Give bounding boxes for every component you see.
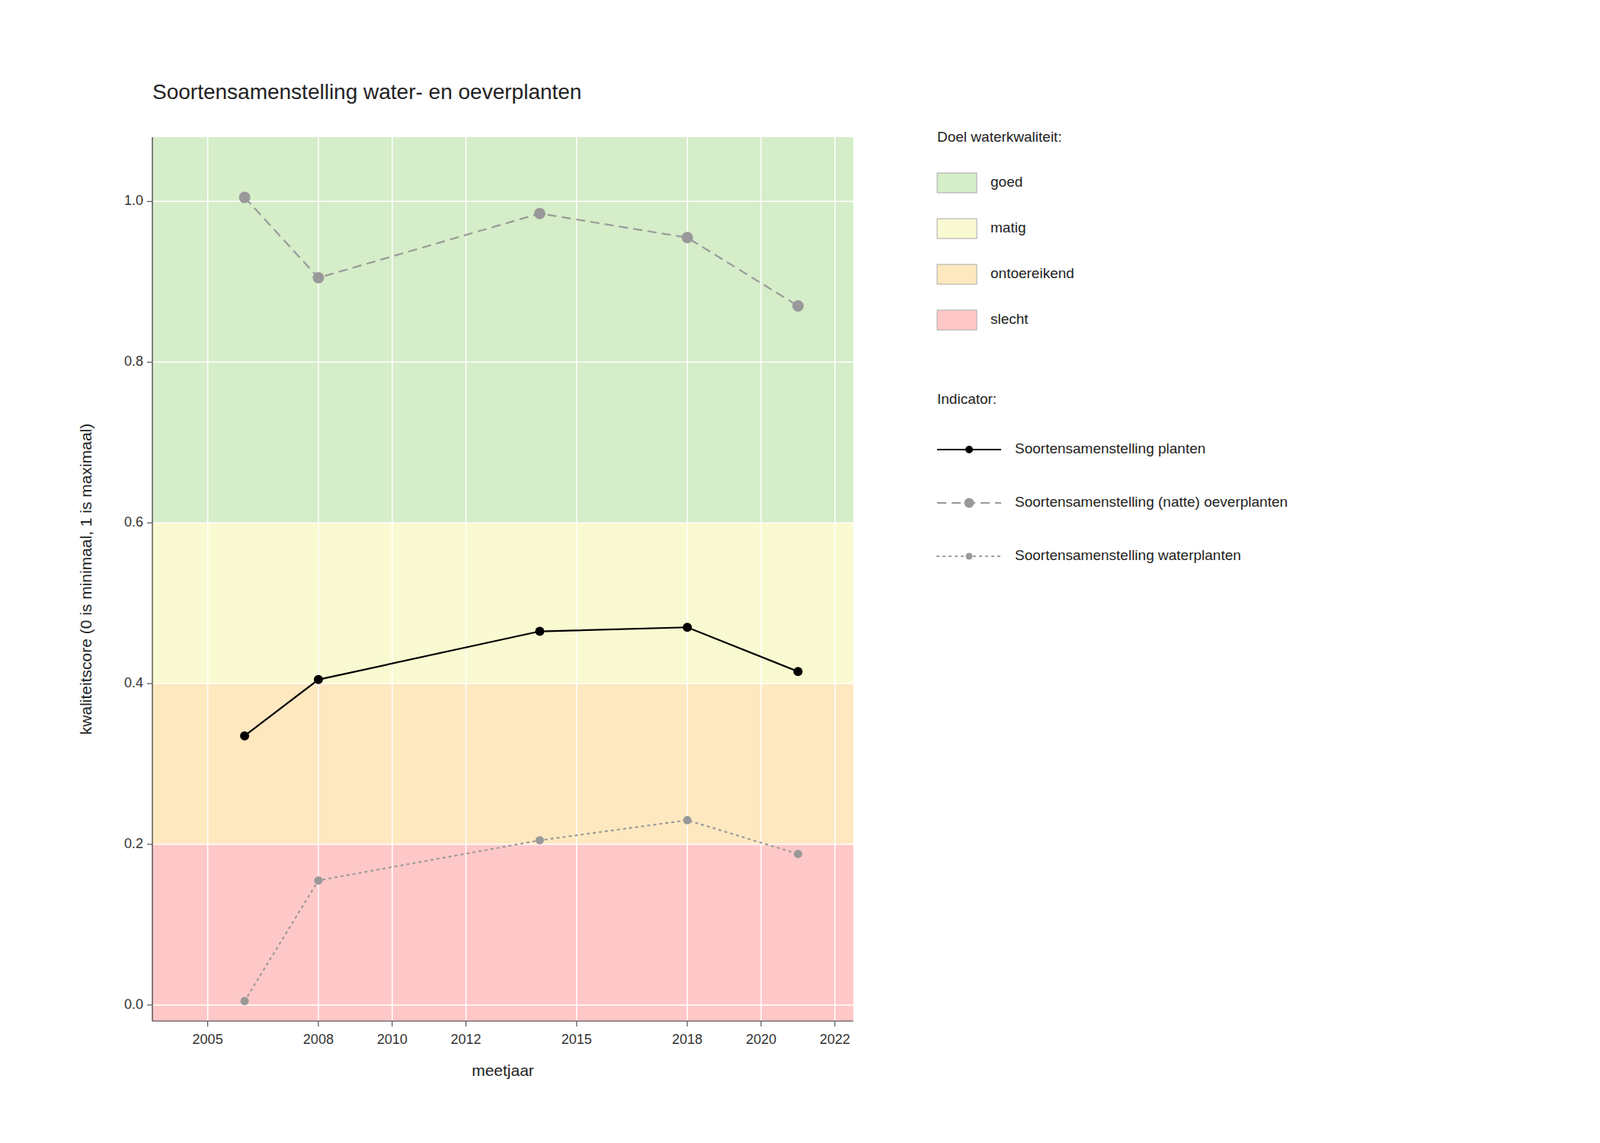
tick-mark (834, 1020, 836, 1027)
grid-line (152, 521, 854, 524)
tick-mark (207, 1020, 208, 1027)
legend-swatch (937, 218, 977, 239)
grid (152, 137, 854, 1021)
grid-line (686, 137, 688, 1021)
tick-mark (465, 1020, 467, 1027)
series (240, 622, 803, 740)
legend-label: Soortensamenstelling (natte) oeverplante… (1014, 493, 1288, 510)
x-tick-label: 2012 (451, 1031, 482, 1047)
point (534, 208, 546, 220)
y-tick-label: 0.6 (124, 514, 144, 530)
point (240, 996, 250, 1005)
band (152, 137, 854, 523)
x-tick-label: 2015 (561, 1031, 592, 1047)
tick-mark (391, 1020, 393, 1027)
tick-mark (760, 1020, 762, 1027)
tick-mark (317, 1020, 319, 1027)
band (152, 683, 854, 845)
point (793, 849, 803, 858)
x-tick-label: 2005 (192, 1031, 224, 1047)
tick-mark (147, 1004, 153, 1005)
legend-label: matig (990, 219, 1026, 236)
series (239, 192, 804, 312)
chart: Soortensamenstelling water- en oeverplan… (0, 0, 1600, 1143)
y-tick-label: 0.8 (124, 353, 144, 369)
legend-title: Doel waterkwaliteit: (937, 128, 1063, 145)
y-axis-line (151, 137, 153, 1021)
point (240, 731, 250, 741)
series (240, 816, 803, 1005)
point (313, 876, 323, 885)
x-tick-label: 2008 (303, 1031, 334, 1047)
legend-swatch (937, 172, 977, 193)
grid-line (760, 137, 762, 1021)
grid-line (465, 137, 468, 1021)
legend-swatch (937, 310, 977, 330)
y-axis-label: kwaliteitscore (0 is minimaal, 1 is maxi… (76, 423, 95, 735)
series-group (239, 192, 804, 1006)
x-tick-label: 2010 (377, 1031, 408, 1047)
legend-label: slecht (990, 310, 1029, 327)
bands (152, 137, 854, 1021)
tick-mark (687, 1020, 688, 1027)
grid-line (152, 843, 854, 845)
grid-line (152, 201, 854, 203)
point (682, 622, 692, 632)
grid-line (152, 682, 854, 685)
grid-line (834, 137, 836, 1021)
x-axis-line (152, 1020, 854, 1021)
point (681, 231, 694, 244)
legend: Doel waterkwaliteit: goed matig ontoereiken… (937, 128, 1288, 564)
band (152, 844, 854, 1021)
tick-mark (576, 1020, 577, 1027)
legend-title: Indicator: (937, 390, 997, 407)
x-tick-label: 2022 (819, 1031, 851, 1047)
point (535, 835, 544, 845)
y-tick-label: 0.4 (124, 675, 144, 691)
tick-mark (147, 844, 153, 845)
y-tick-label: 0.2 (124, 835, 144, 852)
legend-marker (966, 553, 973, 560)
grid-line (391, 137, 394, 1021)
grid-line (207, 137, 209, 1021)
series-line (244, 197, 798, 306)
legend-label: goed (990, 173, 1023, 190)
series-line (244, 627, 798, 736)
legend-label: Soortensamenstelling planten (1014, 440, 1206, 457)
tick-mark (147, 201, 153, 202)
legend-label: ontoereikend (990, 265, 1075, 282)
x-axis-label: meetjaar (471, 1061, 535, 1079)
point (792, 300, 804, 312)
ticks: 0.0 0.2 0.4 0.6 0.8 1.0 2005 2008 2010 2012 2015 20… (124, 192, 851, 1047)
band (152, 522, 854, 684)
grid-line (317, 137, 320, 1021)
x-tick-label: 2020 (745, 1031, 777, 1047)
tick-mark (147, 361, 153, 363)
point (239, 192, 251, 204)
legend-label: Soortensamenstelling waterplanten (1014, 547, 1242, 564)
title: Soortensamenstelling water- en oeverplan… (152, 80, 582, 104)
x-tick-label: 2018 (672, 1031, 703, 1047)
legend-marker (965, 445, 973, 454)
tick-mark (147, 522, 153, 524)
y-tick-label: 1.0 (124, 192, 144, 208)
grid-line (152, 1004, 854, 1006)
point (793, 666, 803, 676)
point (534, 627, 544, 637)
legend-marker (964, 498, 975, 509)
point (312, 272, 324, 284)
grid-line (152, 361, 854, 364)
y-tick-label: 0.0 (124, 996, 144, 1012)
tick-mark (147, 683, 153, 685)
grid-line (576, 137, 578, 1021)
point (683, 816, 692, 825)
point (313, 675, 324, 685)
series-line (244, 819, 798, 1001)
legend-swatch (937, 264, 977, 285)
